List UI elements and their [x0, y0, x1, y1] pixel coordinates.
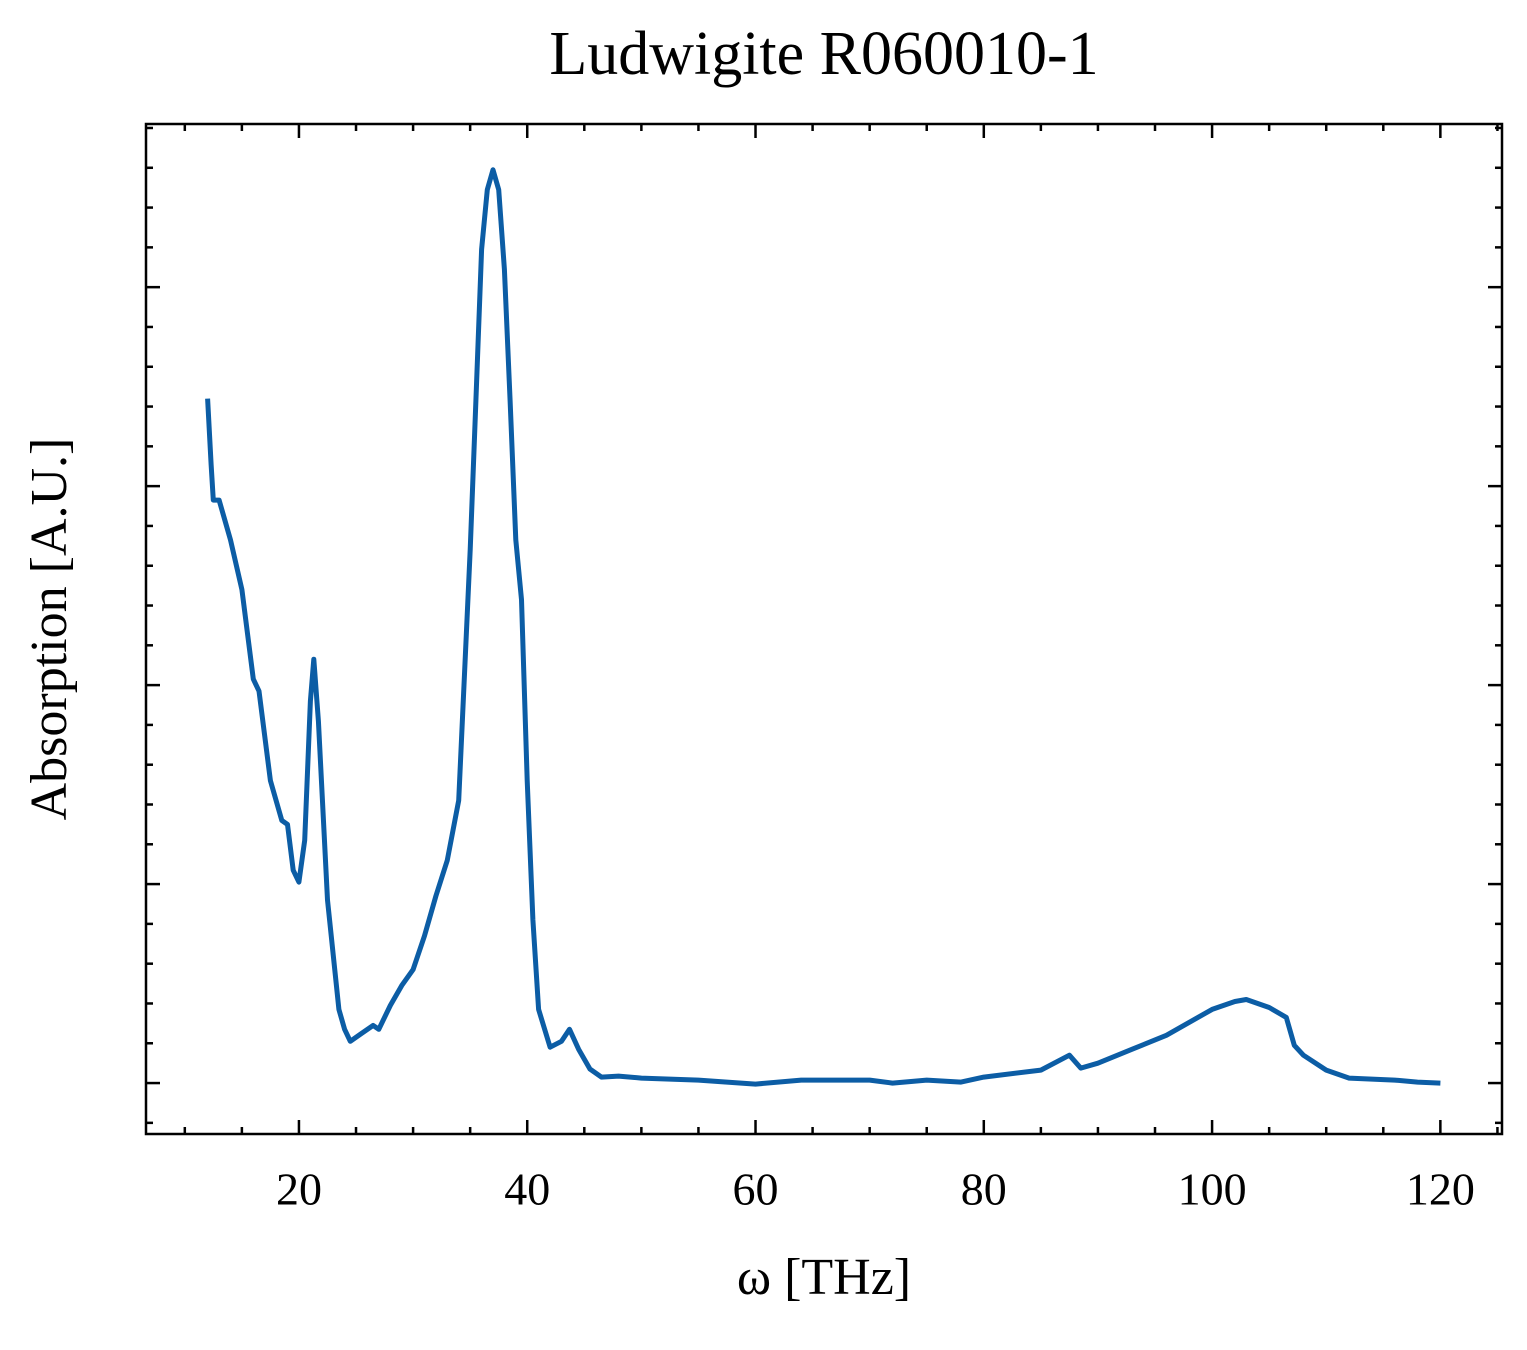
y-axis-label: Absorption [A.U.] [21, 438, 78, 821]
plot-frame [144, 122, 1504, 1136]
data-line [205, 167, 1441, 1087]
x-tick-label: 60 [733, 1164, 779, 1215]
chart-title: Ludwigite R060010-1 [549, 20, 1098, 88]
x-tick-label: 80 [961, 1164, 1007, 1215]
x-axis-label: ω [THz] [737, 1249, 911, 1306]
x-tick-label: 20 [276, 1164, 322, 1215]
x-tick-label: 120 [1406, 1164, 1475, 1215]
x-tick-label: 40 [504, 1164, 550, 1215]
x-tick-label: 100 [1178, 1164, 1247, 1215]
